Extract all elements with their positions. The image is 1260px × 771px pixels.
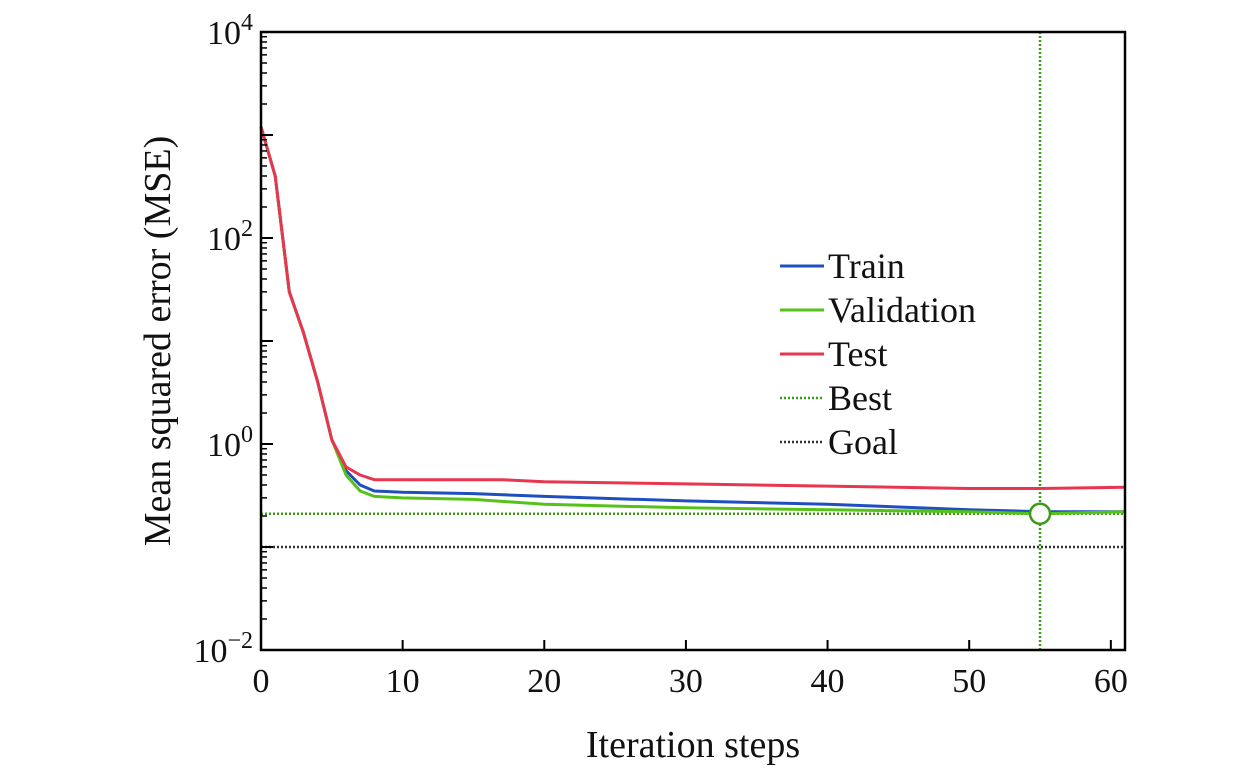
x-tick-label-0: 0 <box>253 663 270 700</box>
x-tick-label-40: 40 <box>811 663 845 700</box>
legend-label-validation: Validation <box>828 290 976 330</box>
y-tick-label-1e2: 102 <box>207 216 253 258</box>
y-tick-label-1e4: 104 <box>207 10 253 52</box>
series-line-test <box>259 126 1126 490</box>
series-line-train <box>259 126 1125 514</box>
axes: 0 10 20 30 40 50 60 10−2 100 102 104 <box>193 10 1127 700</box>
x-tick-label-60: 60 <box>1094 663 1128 700</box>
plot-frame <box>259 30 1127 652</box>
y-tick-label-1e−2: 10−2 <box>193 628 253 670</box>
x-tick-label-20: 20 <box>527 663 561 700</box>
best-point-marker <box>1028 502 1052 526</box>
legend-label-test: Test <box>828 334 887 374</box>
legend-label-best: Best <box>828 378 892 418</box>
series-line-validation <box>259 126 1126 516</box>
y-axis-label: Mean squared error (MSE) <box>137 136 179 546</box>
x-axis-label: Iteration steps <box>586 724 800 766</box>
legend-label-goal: Goal <box>828 422 898 462</box>
legend-label-train: Train <box>828 246 905 286</box>
x-tick-label-30: 30 <box>669 663 703 700</box>
x-tick-label-10: 10 <box>386 663 420 700</box>
y-tick-label-1e0: 100 <box>207 422 253 464</box>
best-marker-layer <box>1028 502 1052 526</box>
reference-lines <box>261 32 1125 650</box>
x-tick-label-50: 50 <box>952 663 986 700</box>
series-lines <box>259 126 1126 516</box>
